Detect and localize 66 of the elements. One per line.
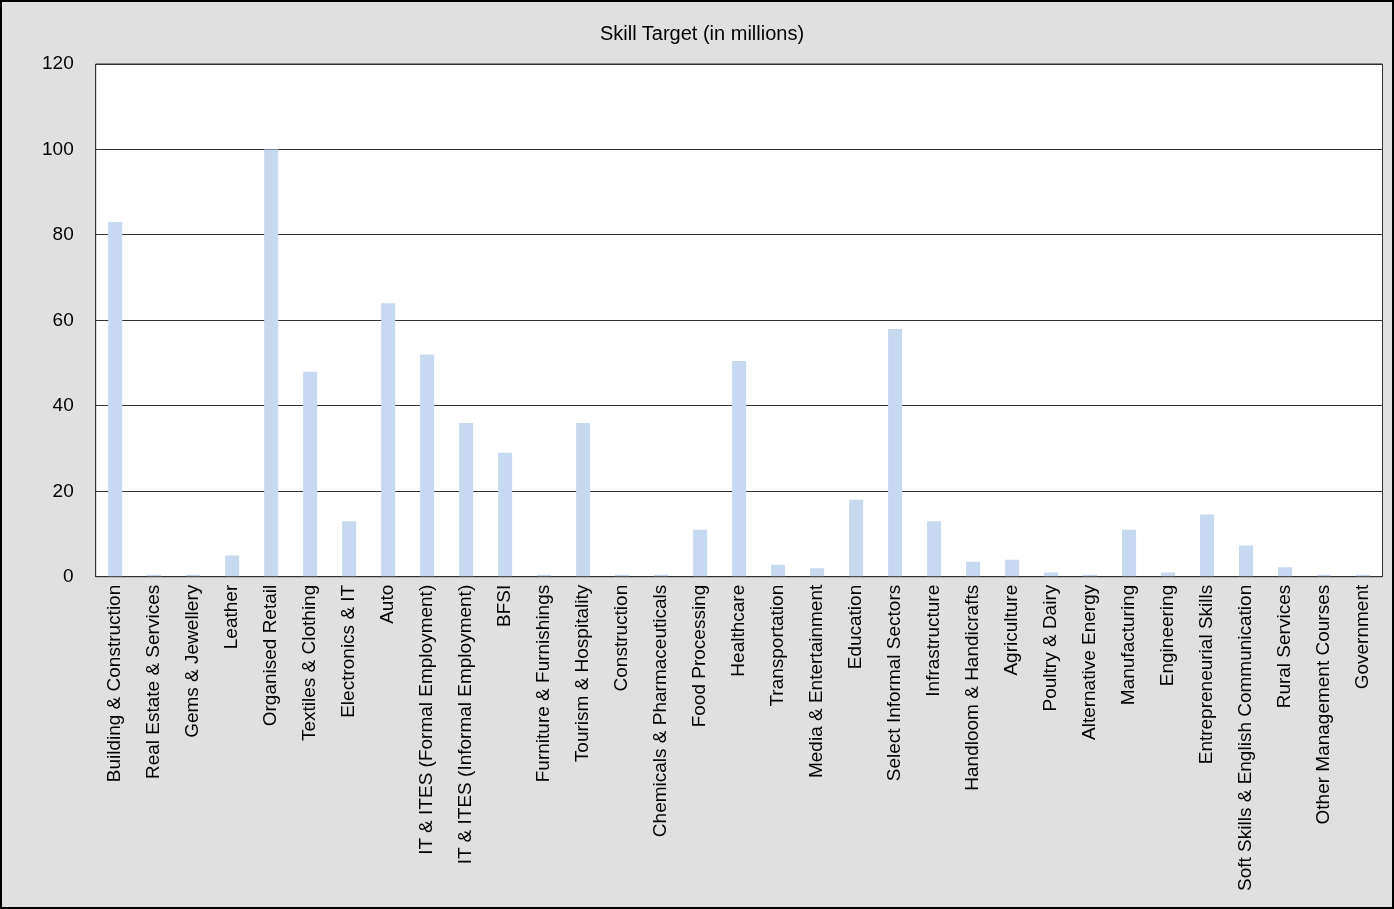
x-tick-label: Rural Services [1273, 584, 1295, 709]
y-tick-label: 80 [52, 223, 74, 245]
x-tick-label: Tourism & Hospitality [571, 584, 593, 763]
x-tick-label: Transportation [766, 584, 788, 707]
y-tick-label: 120 [42, 52, 74, 74]
bar [1005, 559, 1020, 577]
bar [1200, 514, 1215, 577]
x-tick-label: Organised Retail [259, 584, 281, 727]
x-tick-label: Real Estate & Services [142, 584, 164, 780]
bar [966, 561, 981, 577]
y-tick-label: 0 [63, 565, 74, 586]
x-tick-label: Select Informal Sectors [883, 584, 905, 782]
x-tick-label: Electronics & IT [337, 584, 359, 718]
bar [849, 499, 864, 577]
x-tick-label: Government [1351, 584, 1373, 690]
bar [1122, 529, 1137, 577]
bar [693, 529, 708, 577]
bar [810, 568, 825, 577]
x-tick-label: Textiles & Clothing [298, 584, 320, 742]
y-tick-label: 40 [52, 394, 74, 416]
bar [888, 328, 903, 577]
bar [1044, 572, 1059, 577]
x-tick-label: Other Management Courses [1312, 584, 1334, 825]
x-tick-label: Media & Entertainment [805, 584, 827, 779]
x-tick-label: Leather [220, 584, 242, 650]
x-tick-label: IT & ITES (Informal Employment) [454, 584, 476, 865]
y-tick-label: 100 [42, 137, 74, 159]
chart-title: Skill Target (in millions) [599, 21, 805, 44]
x-tick-label: Auto [376, 584, 398, 624]
bar [1161, 572, 1176, 577]
x-tick-label: Chemicals & Pharmaceuticals [649, 584, 671, 838]
x-tick-label: Soft Skills & English Communication [1234, 584, 1256, 892]
bar [732, 360, 747, 577]
x-tick-label: Poultry & Dairy [1039, 584, 1061, 712]
x-tick-label: Building & Construction [103, 584, 125, 783]
x-tick-label: Education [844, 584, 866, 670]
x-tick-label: Healthcare [727, 584, 749, 677]
bar [927, 521, 942, 577]
y-tick-label: 20 [52, 479, 74, 501]
x-tick-label: Infrastructure [922, 584, 944, 697]
bar [459, 422, 474, 577]
x-tick-label: Gems & Jewellery [181, 584, 203, 738]
x-tick-label: Entrepreneurial Skills [1195, 584, 1217, 765]
x-tick-label: Engineering [1156, 584, 1178, 687]
bar [1239, 545, 1254, 577]
x-tick-label: Agriculture [1000, 584, 1022, 676]
x-tick-label: Furniture & Furnishings [532, 584, 554, 783]
x-tick-label: Construction [610, 584, 632, 692]
y-tick-label: 60 [52, 308, 74, 330]
x-tick-label: BFSI [493, 584, 515, 627]
x-tick-label: Food Processing [688, 584, 710, 728]
x-tick-label: IT & ITES (Formal Employment) [415, 584, 437, 855]
bar [420, 354, 435, 577]
bar [498, 452, 513, 577]
bar [1278, 567, 1293, 577]
bar [264, 149, 279, 577]
bar [576, 422, 591, 577]
x-tick-label: Alternative Energy [1078, 584, 1100, 741]
bar [342, 521, 357, 577]
bar [381, 303, 396, 577]
bar [225, 555, 240, 577]
x-tick-label: Handloom & Handicrafts [961, 584, 983, 791]
bar [771, 564, 786, 577]
bar [108, 222, 123, 577]
bar [303, 371, 318, 577]
x-tick-label: Manufacturing [1117, 584, 1139, 706]
